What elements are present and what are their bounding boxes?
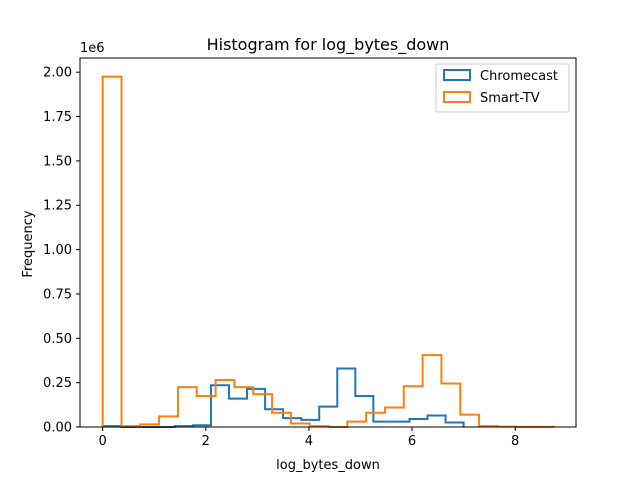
x-axis-ticks: 0 2 4 6 8 (99, 427, 519, 449)
y-axis-ticks: 0.00 0.25 0.50 0.75 1.00 1.25 1.50 1.75 2.00 (43, 66, 80, 436)
legend: Chromecast Smart-TV (435, 63, 570, 113)
y-offset-label: 1e6 (80, 41, 105, 56)
x-tick-label: 0 (99, 434, 107, 449)
x-tick-label: 4 (305, 434, 313, 449)
y-tick-label: 0.00 (43, 421, 72, 436)
y-tick-label: 1.50 (43, 154, 72, 169)
legend-swatch-chromecast (443, 69, 471, 81)
x-tick-label: 8 (511, 434, 519, 449)
x-tick-label: 6 (408, 434, 416, 449)
y-tick-label: 2.00 (43, 66, 72, 81)
legend-label-smart-tv: Smart-TV (480, 91, 540, 106)
y-axis-label: Frequency (21, 210, 36, 277)
x-axis-label: log_bytes_down (276, 458, 380, 473)
legend-label-chromecast: Chromecast (480, 69, 558, 84)
histogram-series-chromecast (101, 367, 465, 428)
y-tick-label: 0.50 (43, 332, 72, 347)
x-tick-label: 2 (202, 434, 210, 449)
legend-swatch-smart-tv (443, 91, 471, 103)
axes-frame (79, 57, 577, 428)
y-tick-label: 0.25 (43, 376, 72, 391)
series-layer (101, 75, 556, 428)
chart-title: Histogram for log_bytes_down (207, 35, 450, 55)
histogram-series-smart-tv (101, 75, 556, 428)
y-tick-label: 1.25 (43, 199, 72, 214)
y-tick-label: 0.75 (43, 287, 72, 302)
y-tick-label: 1.00 (43, 243, 72, 258)
y-tick-label: 1.75 (43, 110, 72, 125)
